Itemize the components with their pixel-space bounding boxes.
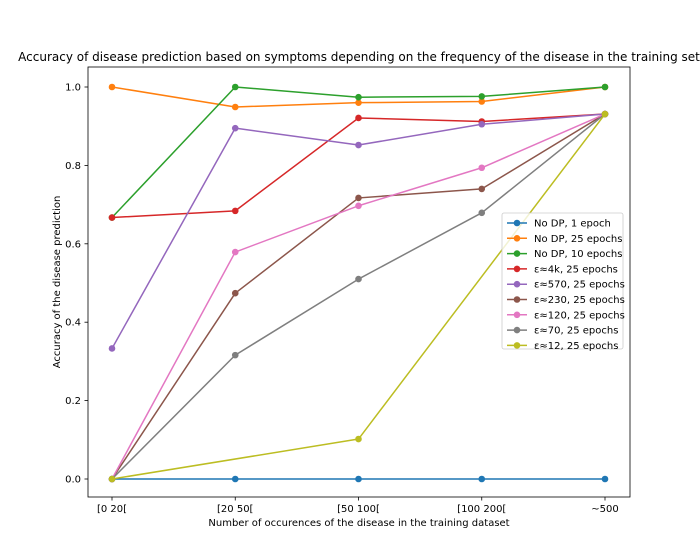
legend-marker-icon xyxy=(513,219,521,227)
data-point xyxy=(355,114,362,122)
data-point xyxy=(355,194,362,202)
legend-item: No DP, 25 epochs xyxy=(507,234,622,245)
legend-marker-icon xyxy=(513,265,521,273)
legend-item: ε≈120, 25 epochs xyxy=(507,310,625,321)
y-tick-label: 0.8 xyxy=(65,161,81,172)
x-axis-label: Number of occurences of the disease in t… xyxy=(208,518,509,529)
series-line xyxy=(111,113,606,219)
legend: No DP, 1 epoch No DP, 25 epochs No DP, 10 … xyxy=(501,212,625,352)
legend-item: No DP, 10 epochs xyxy=(507,249,622,260)
legend-item: ε≈12, 25 epochs xyxy=(507,341,618,352)
data-point xyxy=(478,209,486,217)
y-axis-label: Accuracy of the disease prediction xyxy=(52,196,63,369)
data-point xyxy=(355,141,362,149)
data-point xyxy=(355,99,362,106)
legend-label: ε≈230, 25 epochs xyxy=(534,295,625,306)
legend-item: No DP, 1 epoch xyxy=(507,219,611,230)
legend-box xyxy=(501,212,624,350)
data-point xyxy=(231,289,239,297)
data-point xyxy=(478,93,486,100)
x-tick-label: ~500 xyxy=(591,504,618,515)
data-point xyxy=(355,475,362,483)
legend-marker-icon xyxy=(513,280,521,288)
data-point xyxy=(231,103,239,111)
data-point xyxy=(231,475,239,483)
data-point xyxy=(355,275,362,283)
y-tick-label: 0.4 xyxy=(65,318,81,329)
legend-marker-icon xyxy=(513,235,521,242)
legend-marker-icon xyxy=(513,250,521,257)
data-point xyxy=(108,214,116,221)
x-axis: [0 20[ [20 50[ [50 100[ [100 200[ ~500 xyxy=(97,497,619,515)
data-point xyxy=(231,351,239,359)
chart-title: Accuracy of disease prediction based on … xyxy=(18,50,700,64)
x-tick-label: [100 200[ xyxy=(457,504,506,515)
series-0 xyxy=(108,475,609,483)
data-point xyxy=(478,475,486,483)
data-point xyxy=(478,164,486,172)
legend-label: ε≈70, 25 epochs xyxy=(534,326,618,337)
legend-marker-icon xyxy=(513,326,521,334)
data-point xyxy=(478,185,486,193)
data-point xyxy=(355,435,362,443)
legend-label: ε≈12, 25 epochs xyxy=(534,341,618,352)
legend-marker-icon xyxy=(513,311,521,319)
legend-marker-icon xyxy=(513,342,521,349)
data-point xyxy=(355,93,362,101)
legend-item: ε≈230, 25 epochs xyxy=(507,295,625,306)
plot-area xyxy=(87,66,631,498)
legend-label: No DP, 10 epochs xyxy=(534,249,622,260)
x-tick-label: [0 20[ xyxy=(97,504,127,515)
x-tick-label: [50 100[ xyxy=(337,504,380,515)
data-point xyxy=(601,83,609,91)
legend-item: ε≈570, 25 epochs xyxy=(507,280,625,291)
legend-label: ε≈570, 25 epochs xyxy=(534,280,625,291)
y-axis: 0.0 0.2 0.4 0.6 0.8 1.0 xyxy=(65,83,88,486)
data-point xyxy=(601,110,609,118)
data-point xyxy=(108,475,116,483)
data-point xyxy=(231,207,239,215)
series-layer xyxy=(108,83,609,483)
data-point xyxy=(231,124,239,132)
legend-marker-icon xyxy=(513,296,521,303)
y-tick-label: 1.0 xyxy=(65,83,81,94)
data-point xyxy=(478,120,486,128)
data-point xyxy=(355,202,362,210)
legend-item: ε≈70, 25 epochs xyxy=(507,326,618,337)
y-tick-label: 0.0 xyxy=(65,475,81,486)
x-tick-label: [20 50[ xyxy=(217,504,253,515)
data-point xyxy=(108,83,116,91)
legend-label: No DP, 1 epoch xyxy=(534,219,611,230)
legend-label: No DP, 25 epochs xyxy=(534,234,622,245)
y-tick-label: 0.6 xyxy=(65,239,81,250)
y-tick-label: 0.2 xyxy=(65,396,81,407)
legend-label: ε≈120, 25 epochs xyxy=(534,310,625,321)
data-point xyxy=(108,345,116,352)
data-point xyxy=(231,83,239,91)
data-point xyxy=(478,98,486,105)
data-point xyxy=(231,248,239,256)
legend-label: ε≈4k, 25 epochs xyxy=(534,264,618,275)
legend-item: ε≈4k, 25 epochs xyxy=(507,264,618,275)
data-point xyxy=(601,475,609,483)
